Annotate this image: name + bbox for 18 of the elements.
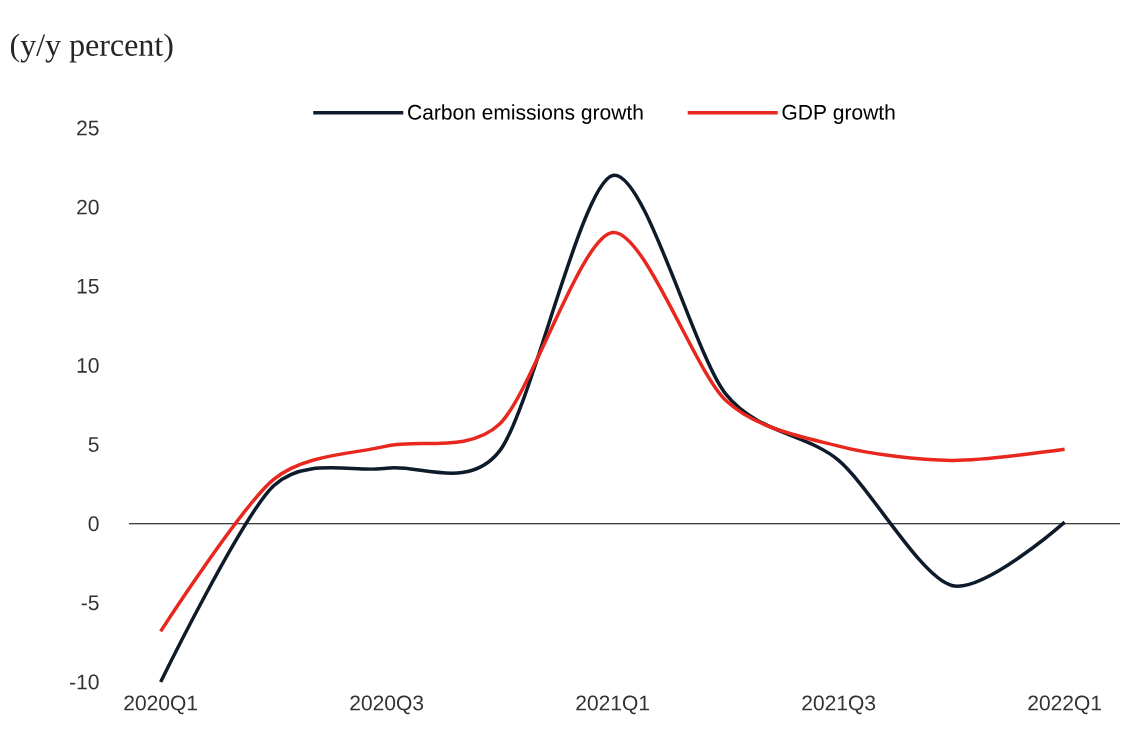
line-series	[158, 230, 1067, 634]
legend-label: Carbon emissions growth	[408, 104, 643, 124]
x-tick-label: 2021Q1	[576, 695, 649, 715]
y-tick-label: 20	[77, 199, 99, 215]
y-tick-label: 5	[88, 437, 99, 452]
line-series	[158, 173, 1067, 684]
x-tick-label: 2020Q3	[350, 695, 424, 715]
legend-label: GDP growth	[782, 104, 895, 124]
y-tick-label: 0	[88, 516, 99, 532]
y-tick-label: 15	[77, 278, 99, 294]
y-tick-label: -5	[81, 595, 99, 611]
x-tick-label: 2021Q3	[802, 695, 876, 715]
x-tick-label: 2022Q1	[1028, 695, 1101, 715]
y-tick-label: 25	[77, 120, 99, 136]
y-tick-label: 10	[77, 357, 99, 373]
x-tick-label: 2020Q1	[124, 695, 197, 715]
y-axis-title: (y/y percent)	[10, 33, 173, 63]
y-tick-label: -10	[70, 674, 99, 690]
